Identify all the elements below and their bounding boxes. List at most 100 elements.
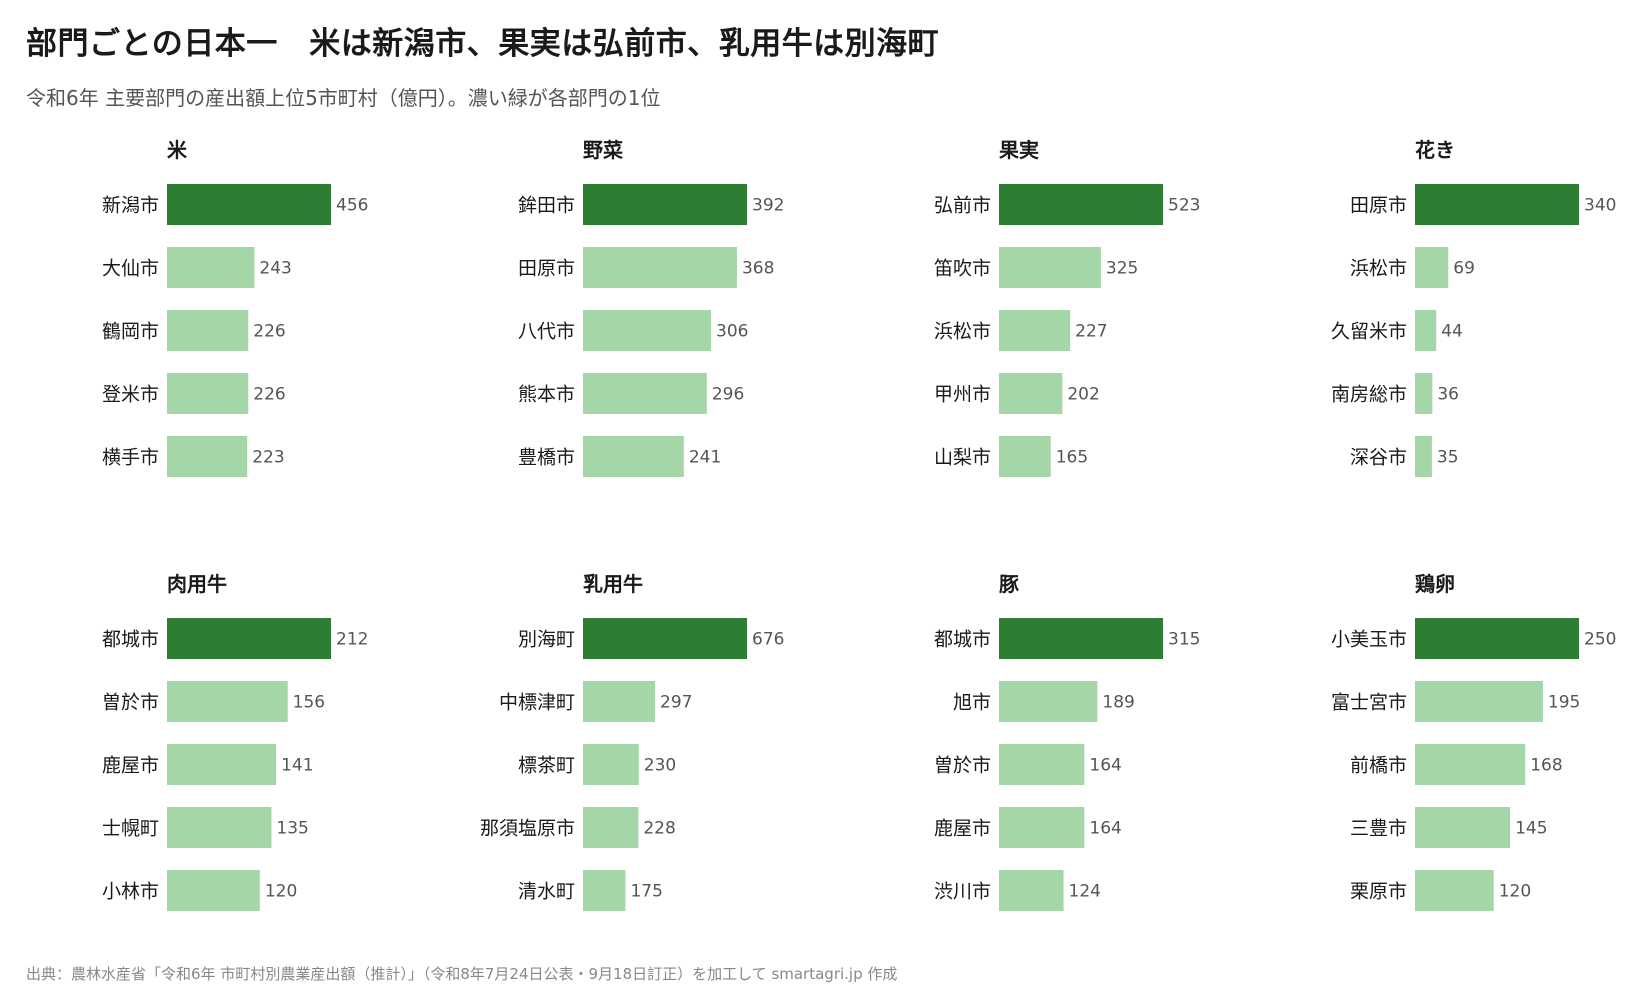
bar	[583, 870, 626, 911]
bar	[583, 807, 639, 848]
data-label: 124	[1069, 882, 1101, 902]
category-label: 山梨市	[934, 447, 991, 469]
data-label: 69	[1453, 259, 1475, 279]
category-label: 南房総市	[1331, 384, 1407, 406]
bar	[1415, 870, 1494, 911]
data-label: 156	[293, 693, 325, 713]
data-label: 676	[752, 630, 784, 650]
data-label: 223	[252, 448, 284, 468]
category-label: 栗原市	[1350, 881, 1407, 903]
category-label: 標茶町	[518, 755, 575, 777]
bar	[583, 247, 737, 288]
data-label: 228	[643, 819, 675, 839]
data-label: 325	[1106, 259, 1138, 279]
category-label: 八代市	[518, 321, 575, 343]
bar	[583, 744, 639, 785]
data-label: 241	[689, 448, 721, 468]
data-label: 120	[1499, 882, 1531, 902]
category-label: 熊本市	[518, 384, 575, 406]
category-label: 浜松市	[934, 321, 991, 343]
panel-title: 豚	[999, 572, 1019, 596]
bar	[167, 247, 255, 288]
data-label: 168	[1530, 756, 1562, 776]
category-label: 鹿屋市	[934, 818, 991, 840]
bar	[999, 184, 1163, 225]
chart-title: 部門ごとの日本一 米は新潟市、果実は弘前市、乳用牛は別海町	[26, 26, 940, 62]
data-label: 368	[742, 259, 774, 279]
category-label: 富士宮市	[1331, 692, 1407, 714]
data-label: 250	[1584, 630, 1616, 650]
category-label: 別海町	[518, 629, 575, 651]
bar	[1415, 373, 1433, 414]
data-label: 315	[1168, 630, 1200, 650]
category-label: 都城市	[934, 629, 991, 651]
data-label: 212	[336, 630, 368, 650]
category-label: 田原市	[518, 258, 575, 280]
panel-title: 果実	[999, 138, 1039, 162]
data-label: 392	[752, 196, 784, 216]
category-label: 曽於市	[934, 755, 991, 777]
chart-subtitle: 令和6年 主要部門の産出額上位5市町村（億円）。濃い緑が各部門の1位	[26, 86, 661, 110]
data-label: 227	[1075, 322, 1107, 342]
bar	[999, 744, 1085, 785]
bar	[167, 807, 272, 848]
data-label: 145	[1515, 819, 1547, 839]
bar	[999, 373, 1063, 414]
category-label: 那須塩原市	[480, 818, 575, 840]
category-label: 鉾田市	[518, 195, 575, 217]
category-label: 笛吹市	[934, 258, 991, 280]
category-label: 都城市	[102, 629, 159, 651]
category-label: 豊橋市	[518, 447, 575, 469]
data-label: 120	[265, 882, 297, 902]
bar	[167, 436, 248, 477]
data-label: 226	[253, 385, 285, 405]
bar	[999, 807, 1085, 848]
category-label: 田原市	[1350, 195, 1407, 217]
panel-title: 鶏卵	[1415, 572, 1455, 596]
data-label: 195	[1548, 693, 1580, 713]
category-label: 浜松市	[1350, 258, 1407, 280]
category-label: 登米市	[102, 384, 159, 406]
category-label: 三豊市	[1350, 818, 1407, 840]
panel-title: 乳用牛	[583, 572, 643, 596]
bar	[999, 870, 1064, 911]
bar	[167, 618, 331, 659]
data-label: 175	[630, 882, 662, 902]
bar	[1415, 436, 1432, 477]
bar	[167, 373, 249, 414]
bar	[1415, 744, 1526, 785]
category-label: 横手市	[102, 447, 159, 469]
bar	[1415, 618, 1579, 659]
data-label: 456	[336, 196, 368, 216]
data-label: 243	[259, 259, 291, 279]
bar	[167, 681, 288, 722]
data-label: 141	[281, 756, 313, 776]
bar	[999, 247, 1101, 288]
data-label: 35	[1437, 448, 1459, 468]
category-label: 中標津町	[499, 692, 575, 714]
category-label: 旭市	[953, 692, 991, 714]
data-label: 523	[1168, 196, 1200, 216]
data-label: 202	[1067, 385, 1099, 405]
panel-title: 米	[167, 138, 188, 162]
bar	[583, 373, 707, 414]
data-label: 306	[716, 322, 748, 342]
category-label: 新潟市	[102, 195, 159, 217]
category-label: 清水町	[518, 881, 575, 903]
category-label: 前橋市	[1350, 755, 1407, 777]
bar	[167, 744, 277, 785]
category-label: 大仙市	[102, 258, 159, 280]
category-label: 鹿屋市	[102, 755, 159, 777]
bar	[1415, 310, 1437, 351]
data-label: 164	[1089, 756, 1121, 776]
category-label: 鶴岡市	[102, 321, 159, 343]
data-label: 36	[1437, 385, 1459, 405]
category-label: 深谷市	[1350, 447, 1407, 469]
data-label: 230	[644, 756, 676, 776]
bar	[999, 618, 1163, 659]
bar	[1415, 247, 1449, 288]
bar	[1415, 681, 1543, 722]
category-label: 曽於市	[102, 692, 159, 714]
data-label: 44	[1441, 322, 1463, 342]
